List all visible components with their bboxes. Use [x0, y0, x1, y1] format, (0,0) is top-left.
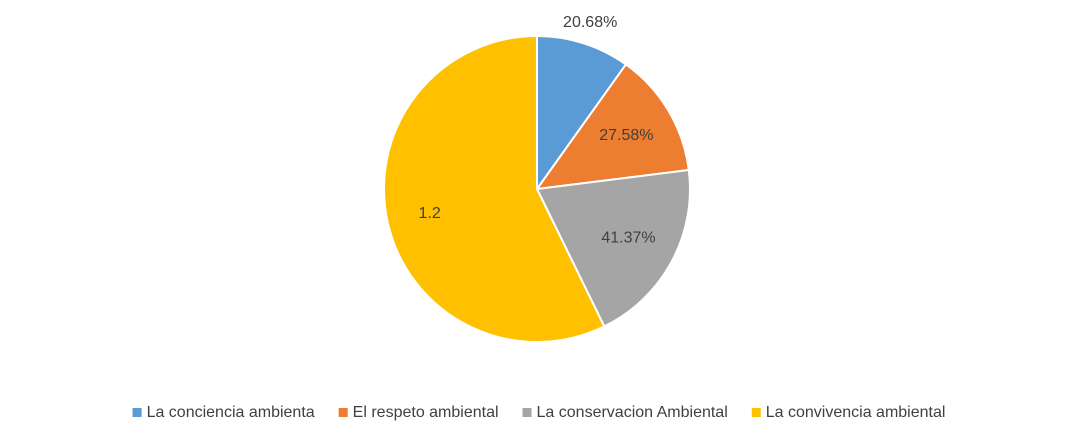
- data-label: 1.2: [419, 205, 441, 222]
- legend-label: La conciencia ambienta: [147, 404, 315, 421]
- legend-marker: [132, 408, 142, 417]
- legend-marker: [751, 408, 761, 417]
- legend-label: La convivencia ambiental: [766, 404, 946, 421]
- pie-slice: [536, 34, 628, 193]
- pie-slice: [383, 34, 606, 343]
- pie-slice: [535, 168, 691, 328]
- data-label: 20.68%: [563, 14, 617, 31]
- data-label: 41.37%: [601, 230, 655, 247]
- legend-marker: [522, 408, 532, 417]
- data-label: 27.58%: [599, 127, 653, 144]
- legend-label: El respeto ambiental: [353, 404, 499, 421]
- legend-label: La conservacion Ambiental: [537, 404, 728, 421]
- legend-marker: [338, 408, 348, 417]
- pie-slice: [534, 63, 690, 191]
